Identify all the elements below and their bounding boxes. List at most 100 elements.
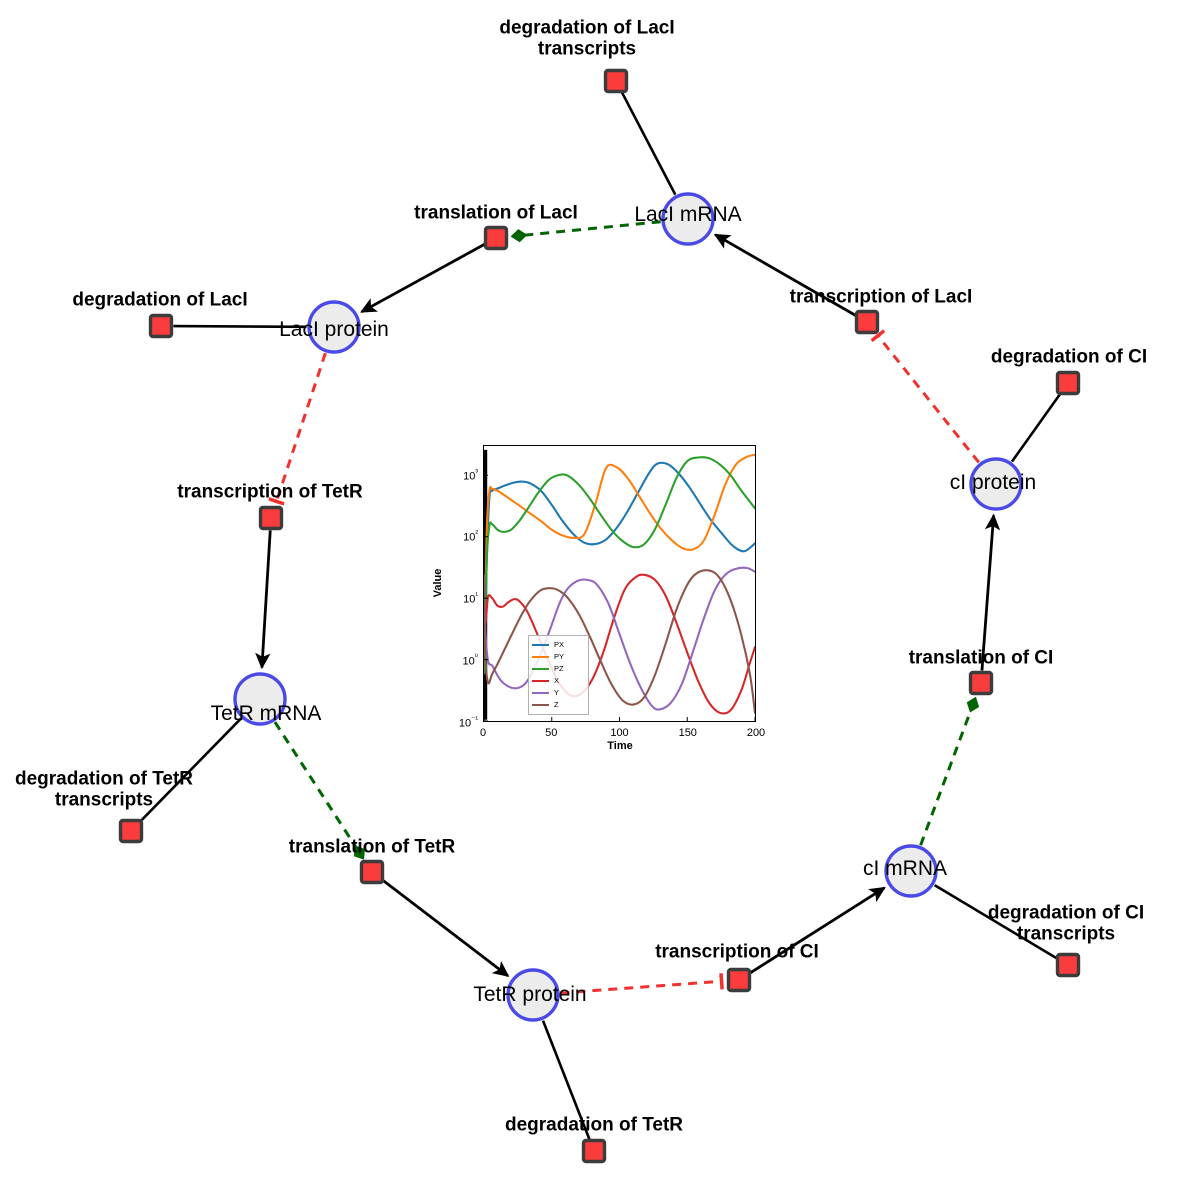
legend-label: PX	[554, 640, 565, 650]
chart-series-X	[484, 573, 755, 715]
reaction-label-deg_tetr: degradation of TetR	[505, 1114, 683, 1135]
edge-production	[360, 242, 486, 314]
reaction-label-line: transcripts	[537, 39, 637, 60]
chart-y-axis-label: Value	[432, 568, 444, 598]
reaction-node-deg_tetr[interactable]	[581, 1138, 607, 1164]
reaction-label-line: degradation of CI	[987, 902, 1145, 924]
chart-curves	[484, 449, 755, 721]
legend-label: Z	[554, 700, 559, 710]
legend-label: Y	[554, 688, 560, 698]
reaction-label-deg_ci: degradation of CI	[991, 346, 1147, 367]
reaction-node-deg_laci_transcripts[interactable]	[603, 68, 629, 94]
legend-item-X: X	[532, 675, 584, 687]
reaction-node-translation_ci[interactable]	[968, 670, 994, 696]
reaction-node-transcription_ci[interactable]	[726, 967, 752, 993]
edge-production	[255, 530, 272, 670]
legend-item-Z: Z	[532, 699, 584, 711]
legend-item-PY: PY	[532, 651, 584, 663]
reaction-label-line: degradation of LacI	[72, 289, 248, 311]
legend-swatch-icon	[532, 680, 549, 682]
legend-item-PX: PX	[532, 639, 584, 651]
edge-production	[713, 233, 857, 317]
chart-y-tick: 10²	[463, 529, 478, 544]
chart-y-tick: 10⁰	[462, 652, 478, 668]
chart-plot-area: PX PY PZ X Y Z	[483, 445, 756, 722]
reaction-node-deg_ci_transcripts[interactable]	[1055, 952, 1081, 978]
reaction-label-line: translation of TetR	[288, 836, 456, 858]
legend-swatch-icon	[532, 692, 549, 694]
reaction-node-deg_ci[interactable]	[1055, 370, 1081, 396]
chart-x-tick: 100	[610, 727, 629, 739]
reaction-label-line: transcripts	[1016, 924, 1116, 945]
edge-plain	[138, 717, 242, 823]
edge-production	[748, 886, 886, 975]
edge-plain	[620, 91, 677, 196]
chart-x-tick: 50	[545, 727, 558, 739]
reaction-label-transcription_tetr: transcription of TetR	[177, 481, 362, 502]
reaction-label-line: degradation of TetR	[14, 768, 194, 790]
legend-swatch-icon	[532, 656, 549, 658]
reaction-label-line: transcripts	[54, 790, 154, 811]
edge-plain	[1010, 392, 1062, 463]
reaction-node-translation_laci[interactable]	[483, 225, 509, 251]
edge-catalysis	[273, 721, 365, 860]
chart-series-PZ	[484, 456, 755, 675]
chart-y-tick: 10¹	[463, 590, 478, 606]
reaction-node-deg_laci[interactable]	[148, 313, 174, 339]
legend-item-Y: Y	[532, 687, 584, 699]
reaction-label-line: degradation of LacI	[499, 17, 675, 39]
chart-x-tick: 200	[746, 727, 766, 739]
species-node-laci_protein[interactable]	[307, 300, 361, 354]
chart-series-PX	[484, 461, 755, 675]
edge-production	[381, 878, 510, 977]
reaction-node-transcription_laci[interactable]	[854, 309, 880, 335]
reaction-label-transcription_laci: transcription of LacI	[790, 286, 973, 307]
edge-catalysis	[510, 220, 661, 243]
edge-layer	[138, 91, 1062, 1140]
species-node-ci_mrna[interactable]	[884, 844, 938, 898]
reaction-label-deg_laci: degradation of LacI	[72, 289, 247, 310]
chart-series-Z	[484, 569, 755, 715]
reaction-label-transcription_ci: transcription of CI	[655, 941, 819, 962]
reaction-node-translation_tetr[interactable]	[359, 859, 385, 885]
legend-swatch-icon	[532, 704, 549, 706]
species-node-ci_protein[interactable]	[969, 457, 1023, 511]
chart-series-PY	[484, 453, 755, 675]
reaction-label-line: transcription of TetR	[177, 481, 363, 503]
reaction-label-line: transcription of CI	[655, 941, 819, 963]
reaction-label-line: translation of LacI	[414, 202, 578, 224]
reaction-label-line: translation of CI	[908, 647, 1054, 669]
legend-label: PZ	[554, 664, 564, 674]
reaction-label-deg_tetr_transcripts: degradation of TetR transcripts	[15, 769, 193, 812]
legend-label: X	[554, 676, 560, 686]
reaction-label-line: degradation of CI	[990, 346, 1148, 368]
edge-inhibition	[268, 352, 327, 506]
reaction-label-line: transcription of LacI	[789, 286, 973, 308]
reaction-label-deg_ci_transcripts: degradation of CI transcripts	[988, 903, 1144, 946]
legend-item-PZ: PZ	[532, 663, 584, 675]
reaction-node-transcription_tetr[interactable]	[258, 505, 284, 531]
reaction-label-translation_laci: translation of LacI	[414, 202, 578, 223]
edge-plain	[173, 324, 307, 329]
reaction-label-deg_laci_transcripts: degradation of LacI transcripts	[499, 18, 674, 61]
legend-label: PY	[554, 652, 565, 662]
edge-production	[980, 513, 1001, 671]
chart-series-Y	[484, 566, 755, 711]
legend-swatch-icon	[532, 644, 549, 646]
chart-legend: PX PY PZ X Y Z	[528, 635, 589, 715]
species-node-tetr_protein[interactable]	[506, 968, 560, 1022]
reaction-label-translation_ci: translation of CI	[909, 647, 1054, 668]
edge-catalysis	[919, 696, 980, 846]
legend-swatch-icon	[532, 668, 549, 670]
timecourse-chart-inset: PX PY PZ X Y Z 10⁻¹ 10⁰ 10¹ 10² 10³ 0 50 100 150 200 V…	[432, 434, 770, 756]
edge-plain	[933, 884, 1058, 960]
node-layer	[118, 68, 1081, 1164]
chart-x-tick: 150	[678, 727, 697, 739]
species-node-laci_mrna[interactable]	[661, 192, 715, 246]
reaction-node-deg_tetr_transcripts[interactable]	[118, 818, 144, 844]
chart-x-tick: 0	[479, 727, 487, 739]
species-node-tetr_mrna[interactable]	[233, 672, 287, 726]
chart-y-tick: 10³	[463, 467, 478, 482]
